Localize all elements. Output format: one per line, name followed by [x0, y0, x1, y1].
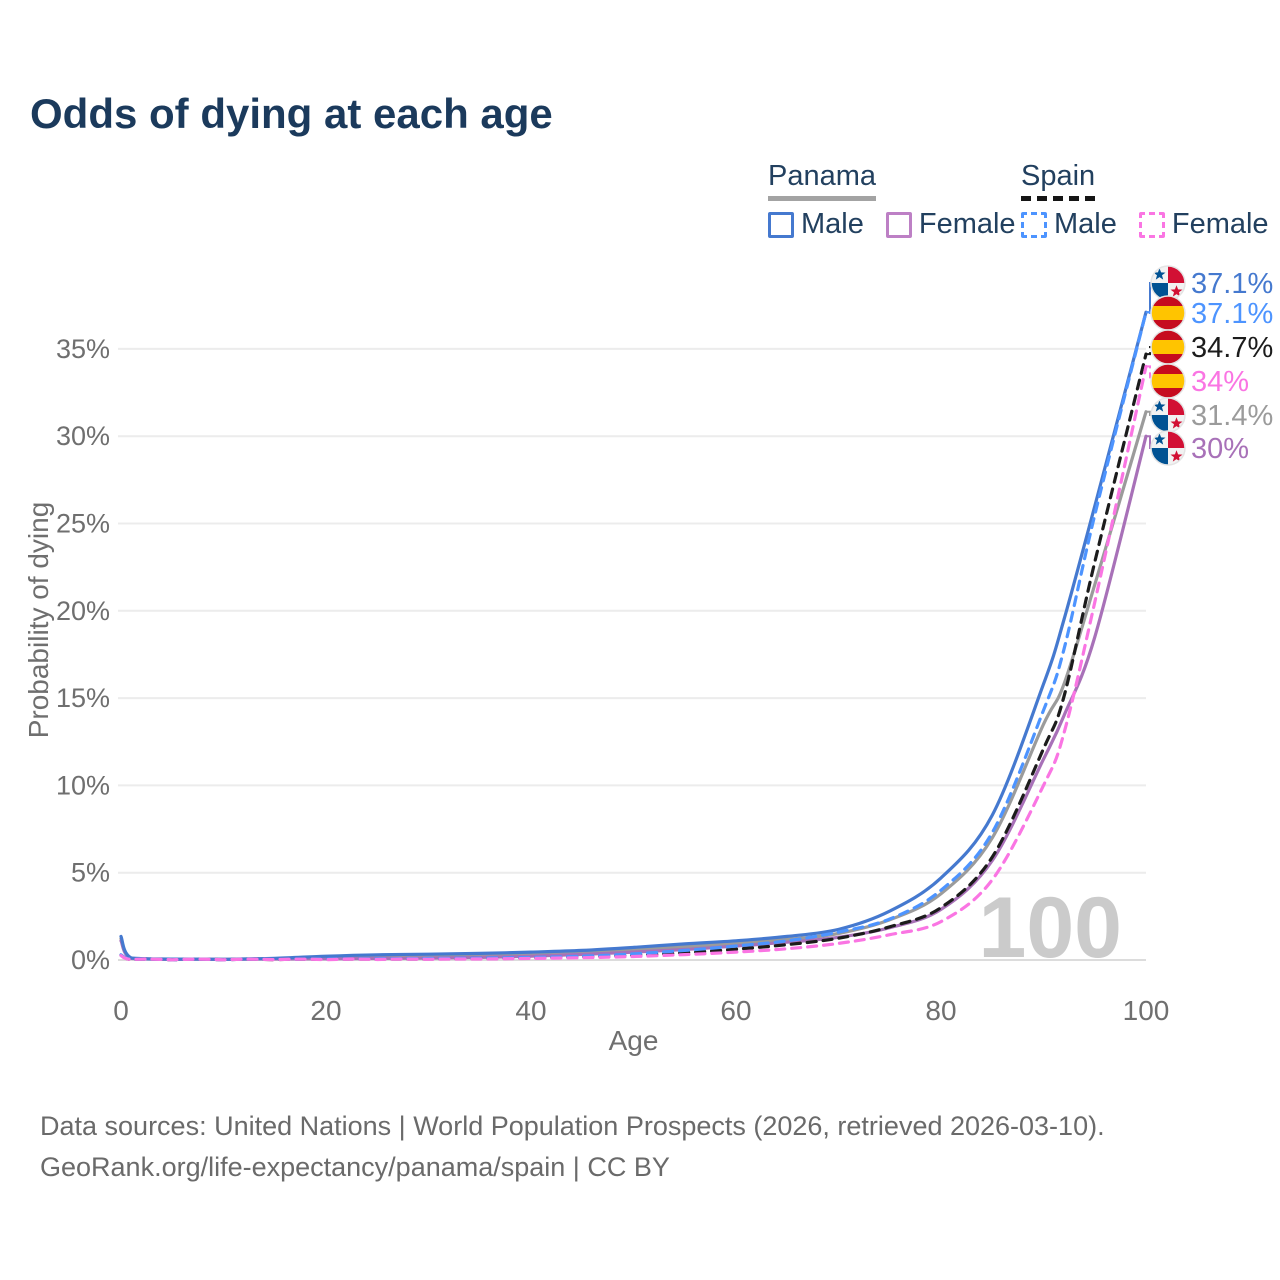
y-tick-label: 20% [56, 596, 110, 626]
leader-line-spain-male [1146, 311, 1154, 314]
x-axis-title: Age [609, 1025, 659, 1056]
legend-items-panama: Male Female [768, 208, 1016, 241]
legend-group-panama: Panama Male Female [768, 160, 1016, 241]
x-tick-label: 100 [1123, 995, 1170, 1026]
panama-flag-icon [1150, 397, 1186, 433]
x-tick-label: 80 [925, 995, 956, 1026]
legend-item-panama-female[interactable]: Female [885, 208, 1016, 241]
legend-country-panama: Panama [768, 160, 877, 201]
spain-female-swatch-icon [1138, 211, 1165, 238]
x-tick-label: 0 [113, 995, 129, 1026]
spain-flag-icon [1150, 329, 1186, 365]
legend-country-spain: Spain [1021, 160, 1096, 201]
x-tick-label: 20 [310, 995, 341, 1026]
spain-male-swatch-icon [1021, 211, 1047, 238]
y-axis-title: Probability of dying [23, 502, 54, 739]
legend-item-label: Male [801, 208, 864, 240]
series-line-spain-female[interactable] [119, 364, 1148, 962]
license-line: GeoRank.org/life-expectancy/panama/spain… [40, 1152, 670, 1182]
end-label-spain-male: 37.1% [1191, 298, 1273, 330]
data-source-line: Data sources: United Nations | World Pop… [40, 1111, 1105, 1141]
legend-group-spain: Spain Male Female [1021, 160, 1269, 241]
end-label-panama-male: 37.1% [1191, 268, 1273, 300]
age-watermark: 100 [979, 880, 1123, 976]
x-tick-label: 60 [720, 995, 751, 1026]
legend-items-spain: Male Female [1021, 208, 1269, 241]
y-tick-label: 5% [71, 858, 110, 888]
y-tick-label: 30% [56, 421, 110, 451]
end-label-panama-both-sexes: 31.4% [1191, 400, 1273, 432]
spain-flag-icon [1150, 295, 1186, 331]
spain-flag-icon [1150, 363, 1186, 399]
legend-item-spain-female[interactable]: Female [1138, 208, 1269, 241]
series-line-panama-both-sexes[interactable] [119, 410, 1148, 961]
y-tick-label: 15% [56, 683, 110, 713]
legend-item-spain-male[interactable]: Male [1021, 208, 1117, 241]
panama-female-swatch-icon [885, 211, 912, 238]
page-title: Odds of dying at each age [30, 90, 553, 137]
series-line-spain-male[interactable] [119, 310, 1148, 962]
legend-item-label: Female [918, 208, 1016, 240]
y-tick-label: 0% [71, 945, 110, 975]
end-label-spain-female: 34% [1191, 366, 1249, 398]
legend-item-label: Female [1171, 208, 1269, 240]
legend-item-label: Male [1054, 208, 1117, 240]
series-line-spain-both-sexes[interactable] [119, 352, 1148, 962]
source-attribution: Data sources: United Nations | World Pop… [40, 1106, 1105, 1188]
end-label-spain-both-sexes: 34.7% [1191, 332, 1273, 364]
y-tick-label: 35% [56, 334, 110, 364]
x-tick-label: 40 [515, 995, 546, 1026]
series-line-panama-male[interactable] [119, 310, 1148, 961]
panama-flag-icon [1150, 265, 1186, 301]
panama-flag-icon [1150, 430, 1186, 466]
y-tick-label: 25% [56, 509, 110, 539]
legend-item-panama-male[interactable]: Male [768, 208, 864, 241]
end-label-panama-female: 30% [1191, 433, 1249, 465]
y-tick-label: 10% [56, 770, 110, 800]
panama-male-swatch-icon [768, 211, 794, 238]
